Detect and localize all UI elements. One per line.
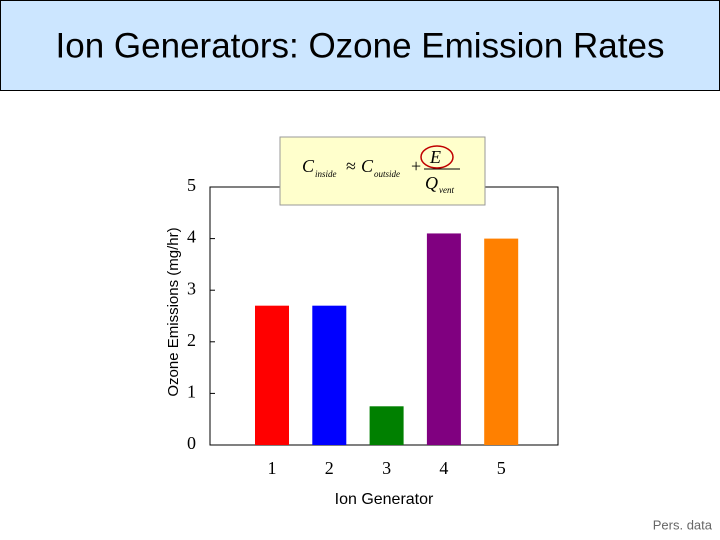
x-tick-label: 5 — [497, 458, 506, 478]
formula-text: E — [429, 147, 441, 167]
formula: C inside ≈ C outside + E Q vent — [302, 145, 460, 195]
bar — [255, 305, 289, 445]
y-axis-label: Ozone Emissions (mg/hr) — [165, 227, 182, 396]
x-tick-label: 3 — [382, 458, 391, 478]
formula-text: C — [361, 156, 374, 176]
title-box — [0, 0, 720, 91]
formula-text: ≈ — [346, 156, 356, 176]
x-tick-label: 2 — [325, 458, 334, 478]
bar — [484, 238, 519, 445]
highlight-ellipse — [420, 145, 454, 169]
formula-text: C — [302, 156, 315, 176]
y-tick-label: 2 — [187, 330, 196, 350]
y-tick-label: 0 — [187, 433, 196, 453]
formula-box: C inside ≈ C outside + E Q vent — [279, 136, 486, 206]
bar — [426, 233, 461, 445]
y-tick-label: 3 — [187, 278, 196, 298]
x-tick-label: 1 — [268, 458, 277, 478]
x-tick-label: 4 — [439, 458, 448, 478]
bar — [312, 305, 347, 445]
chart-title: Ion Generators: Ozone Emission Rates — [56, 26, 665, 65]
formula-text: + — [411, 156, 421, 176]
formula-text: vent — [439, 185, 454, 195]
y-tick-label: 4 — [187, 227, 196, 247]
y-tick-label: 5 — [187, 175, 196, 195]
formula-text: Q — [425, 173, 438, 193]
formula-background — [279, 136, 486, 206]
x-axis-label: Ion Generator — [335, 491, 434, 508]
formula-text: outside — [374, 169, 400, 179]
formula-text: inside — [315, 169, 337, 179]
bar — [369, 406, 404, 445]
y-tick-label: 1 — [187, 382, 196, 402]
source-note: Pers. data — [653, 517, 713, 532]
